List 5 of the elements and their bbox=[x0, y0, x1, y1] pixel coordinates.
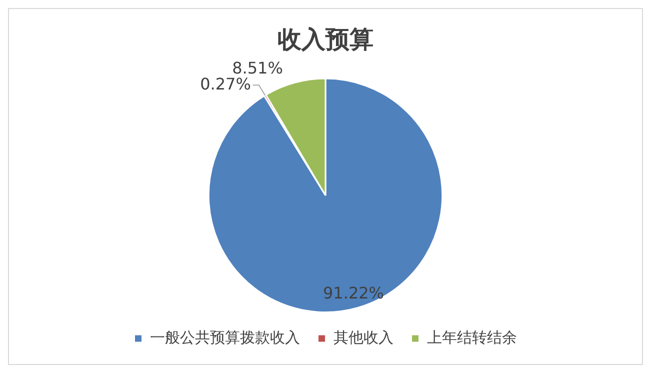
legend-label: 一般公共预算拨款收入 bbox=[150, 328, 300, 346]
data-label: 91.22% bbox=[322, 283, 384, 302]
chart-title: 收入预算 bbox=[278, 26, 374, 54]
legend-label: 上年结转结余 bbox=[426, 328, 517, 346]
legend-label: 其他收入 bbox=[333, 328, 394, 346]
